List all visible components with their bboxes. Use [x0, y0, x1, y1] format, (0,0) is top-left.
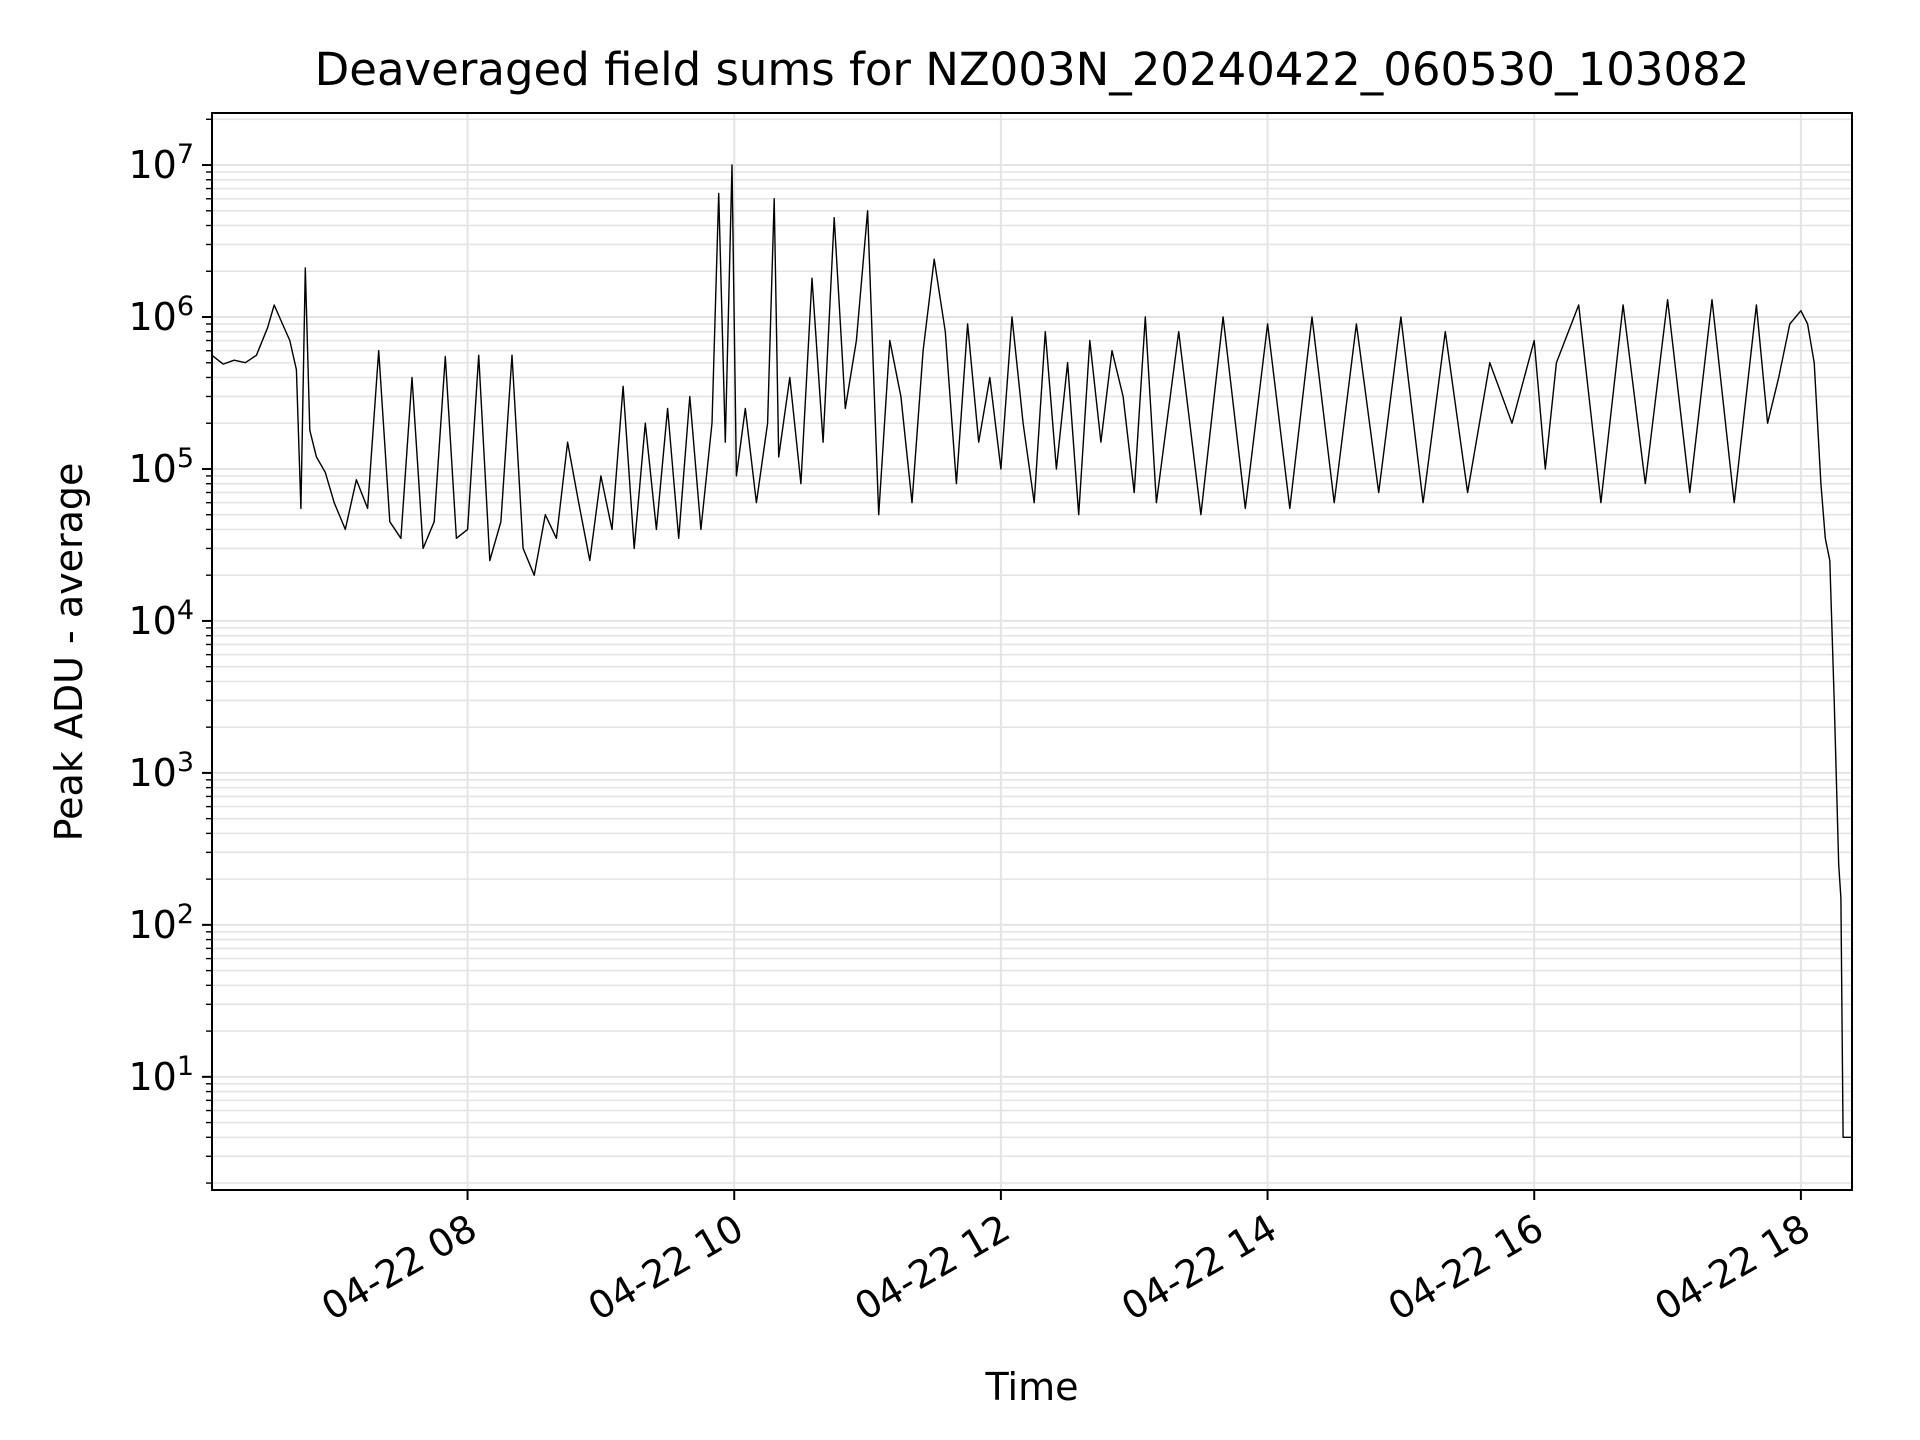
y-tick-label: 105	[128, 443, 194, 491]
y-tick-label: 106	[128, 291, 194, 339]
y-axis-label: Peak ADU - average	[47, 463, 91, 842]
y-tick-label: 102	[128, 899, 194, 947]
y-axis: 101 102 103 104 105 106 107	[128, 118, 212, 1184]
y-tick-label: 104	[128, 595, 194, 643]
x-axis-label: Time	[985, 1365, 1079, 1409]
series-layer	[211, 164, 1852, 1138]
y-tick-label: 107	[128, 139, 194, 187]
y-tick-label: 103	[128, 747, 194, 795]
y-tick-label: 101	[128, 1051, 194, 1099]
plot-frame	[211, 112, 1853, 1191]
series-line	[211, 164, 1852, 1138]
grid	[212, 113, 1852, 1190]
chart-title: Deaveraged field sums for NZ003N_2024042…	[315, 43, 1750, 96]
